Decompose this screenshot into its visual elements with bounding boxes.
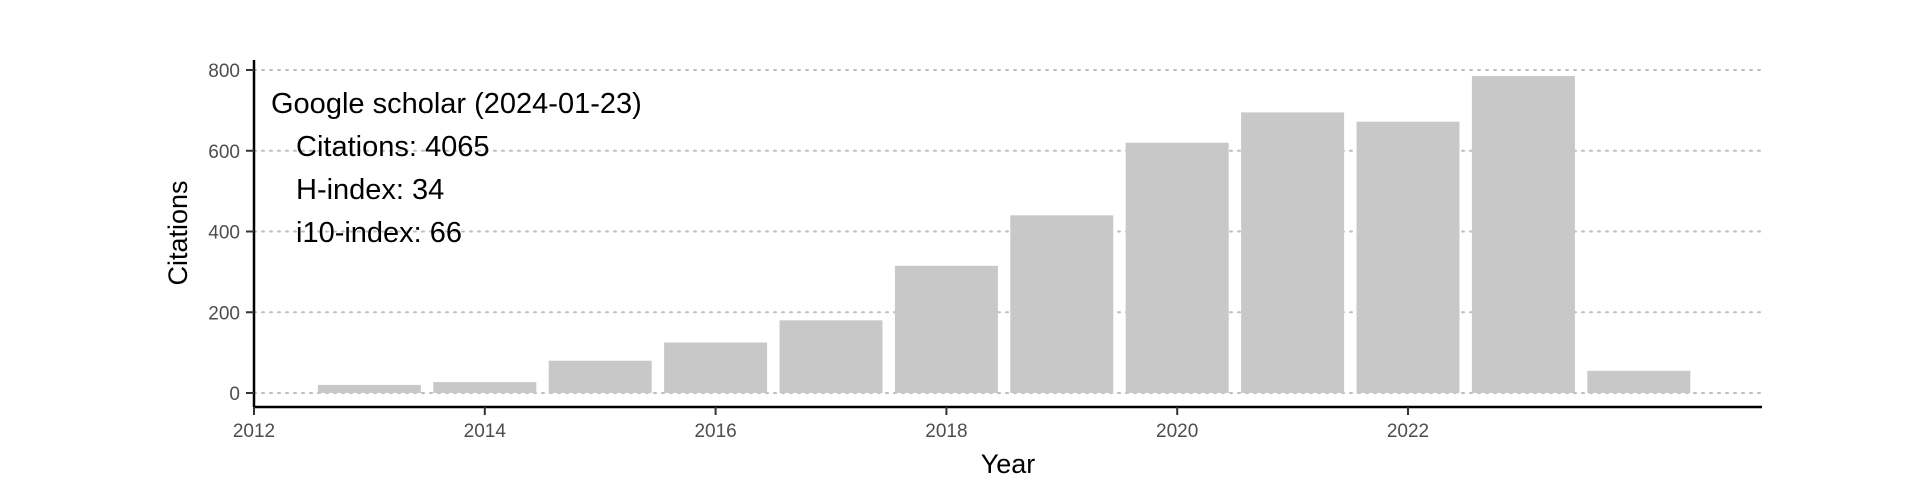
x-tick-label-4: 2020 xyxy=(1156,421,1198,442)
chart-annotation: Google scholar (2024-01-23) Citations: 4… xyxy=(271,88,642,249)
bars xyxy=(317,76,1691,394)
annotation-citations: Citations: 4065 xyxy=(296,131,489,163)
bar-2013 xyxy=(317,384,421,393)
bar-2014 xyxy=(433,382,537,393)
bar-2016 xyxy=(664,342,768,393)
y-tick-label-0: 0 xyxy=(229,384,240,405)
annotation-i10-index: i10-index: 66 xyxy=(296,217,462,249)
axes xyxy=(252,60,1762,409)
x-tick-label-1: 2014 xyxy=(464,421,507,442)
bar-2022 xyxy=(1356,121,1460,394)
annotation-h-index: H-index: 34 xyxy=(296,174,444,206)
bar-2015 xyxy=(548,360,652,393)
y-axis-title: Citations xyxy=(163,180,193,285)
annotation-title: Google scholar (2024-01-23) xyxy=(271,88,642,120)
x-tick-label-3: 2018 xyxy=(925,421,967,442)
x-tick-label-0: 2012 xyxy=(233,421,275,442)
x-tick-label-5: 2022 xyxy=(1387,421,1429,442)
bar-2020 xyxy=(1125,142,1229,393)
y-tick-label-4: 800 xyxy=(208,61,240,82)
x-tick-label-2: 2016 xyxy=(694,421,736,442)
bar-2017 xyxy=(779,320,883,393)
ticks: 0 200 400 600 800 2012 2014 2016 2018 2020 2022 xyxy=(208,61,1429,442)
y-tick-label-3: 600 xyxy=(208,142,240,163)
bar-2024 xyxy=(1587,370,1691,393)
y-tick-label-1: 200 xyxy=(208,303,240,324)
bar-2023 xyxy=(1471,76,1575,394)
bar-2018 xyxy=(894,265,998,393)
bar-2019 xyxy=(1010,215,1114,393)
bar-2021 xyxy=(1241,112,1345,394)
y-tick-label-2: 400 xyxy=(208,223,240,244)
x-axis-title: Year xyxy=(981,449,1036,479)
